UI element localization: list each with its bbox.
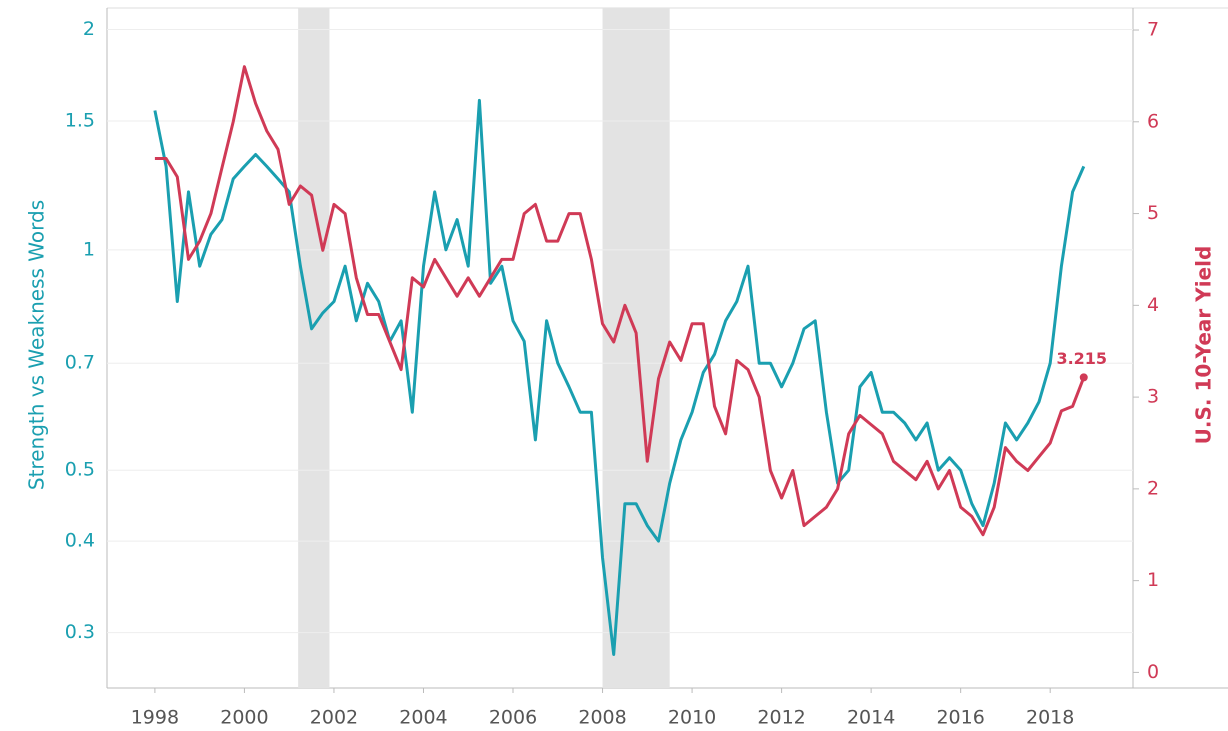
recession-band [298, 8, 330, 688]
x-tick-label: 2010 [668, 707, 716, 729]
series-line [154, 65, 1086, 537]
y2-tick-label: 7 [1147, 19, 1159, 41]
y2-tick-label: 5 [1147, 202, 1159, 224]
y2-tick-label: 4 [1147, 294, 1159, 316]
y-tick-label: 0.4 [65, 530, 95, 552]
x-tick-label: 2018 [1026, 707, 1074, 729]
x-tick-label: 2008 [578, 707, 626, 729]
y2-tick-label: 0 [1147, 661, 1159, 683]
x-tick-label: 2012 [757, 707, 805, 729]
y-tick-label: 0.5 [65, 459, 95, 481]
x-tick-label: 2016 [936, 707, 984, 729]
y2-axis-title: U.S. 10-Year Yield [1192, 246, 1216, 445]
x-tick-label: 1998 [131, 707, 179, 729]
x-tick-label: 2014 [847, 707, 895, 729]
y-tick-label: 1 [83, 238, 95, 260]
y-axis-title: Strength vs Weakness Words [25, 200, 49, 490]
x-tick-label: 2004 [399, 707, 447, 729]
y-tick-label: 0.7 [65, 352, 95, 374]
y-tick-label: 1.5 [65, 109, 95, 131]
end-point [1079, 373, 1088, 382]
end-label: 3.215 [1056, 349, 1107, 368]
y2-tick-label: 3 [1147, 386, 1159, 408]
x-tick-label: 2000 [220, 707, 268, 729]
y2-tick-label: 2 [1147, 477, 1159, 499]
series-line [153, 98, 1086, 656]
x-tick-label: 2002 [310, 707, 358, 729]
y2-tick-label: 1 [1147, 569, 1159, 591]
y-tick-label: 2 [83, 18, 95, 40]
y-tick-label: 0.3 [65, 621, 95, 643]
x-tick-label: 2006 [489, 707, 537, 729]
y2-tick-label: 6 [1147, 110, 1159, 132]
